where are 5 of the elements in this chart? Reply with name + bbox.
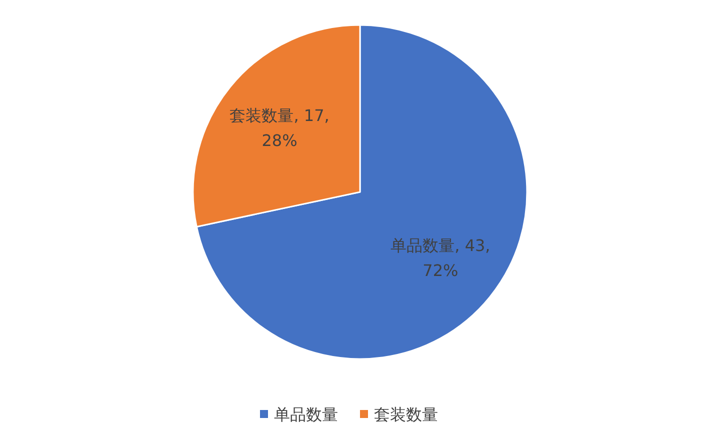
data-label: 套装数量, 17, 28% bbox=[230, 106, 330, 150]
data-label: 单品数量, 43, 72% bbox=[390, 236, 490, 280]
legend-label: 单品数量 bbox=[274, 405, 338, 424]
pie-slice bbox=[196, 24, 528, 360]
legend-label: 套装数量 bbox=[374, 405, 438, 424]
